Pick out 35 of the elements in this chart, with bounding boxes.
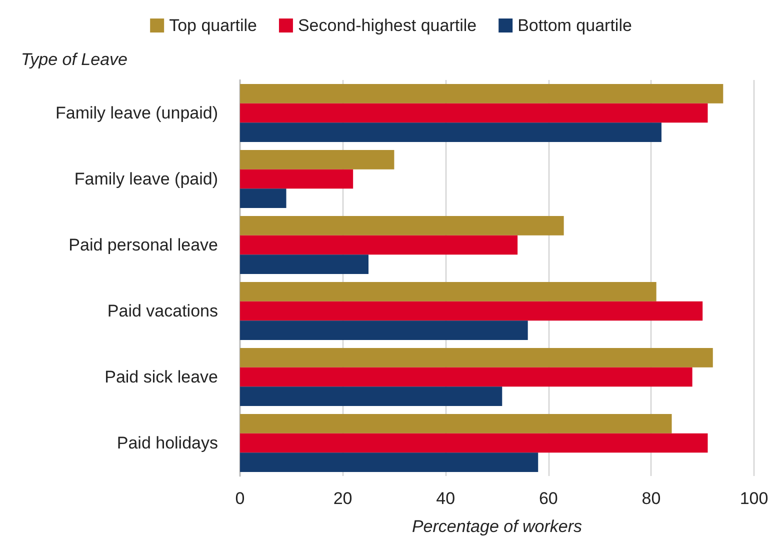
x-axis-title: Percentage of workers — [412, 517, 583, 536]
bar — [240, 301, 703, 321]
bar — [240, 216, 564, 236]
bar — [240, 84, 724, 104]
legend-label: Bottom quartile — [518, 16, 632, 35]
bar — [240, 348, 713, 368]
y-tick-label: Paid sick leave — [104, 368, 218, 386]
y-axis-title: Type of Leave — [21, 50, 128, 69]
bar — [240, 367, 692, 387]
y-tick-label: Paid holidays — [116, 434, 218, 452]
x-tick-label: 40 — [436, 489, 456, 508]
legend-label: Top quartile — [169, 16, 257, 35]
bar — [240, 188, 286, 208]
bar — [240, 282, 656, 302]
bar — [240, 122, 662, 142]
bar — [240, 320, 528, 340]
bar — [240, 433, 708, 453]
bar — [240, 103, 708, 123]
x-tick-label: 100 — [740, 489, 768, 508]
bar — [240, 235, 518, 255]
y-tick-label: Paid vacations — [107, 302, 218, 320]
x-tick-label: 20 — [333, 489, 352, 508]
bar — [240, 254, 368, 274]
x-tick-label: 0 — [235, 489, 245, 508]
y-tick-label: Family leave (unpaid) — [55, 104, 218, 122]
x-tick-label: 80 — [642, 489, 661, 508]
bar — [240, 452, 538, 472]
bar — [240, 150, 394, 170]
bar — [240, 169, 354, 189]
y-tick-label: Paid personal leave — [68, 236, 218, 254]
x-tick-label: 60 — [538, 489, 558, 508]
bar — [240, 386, 502, 406]
legend-label: Second-highest quartile — [298, 16, 477, 35]
y-tick-label: Family leave (paid) — [74, 170, 218, 188]
bar — [240, 414, 672, 434]
